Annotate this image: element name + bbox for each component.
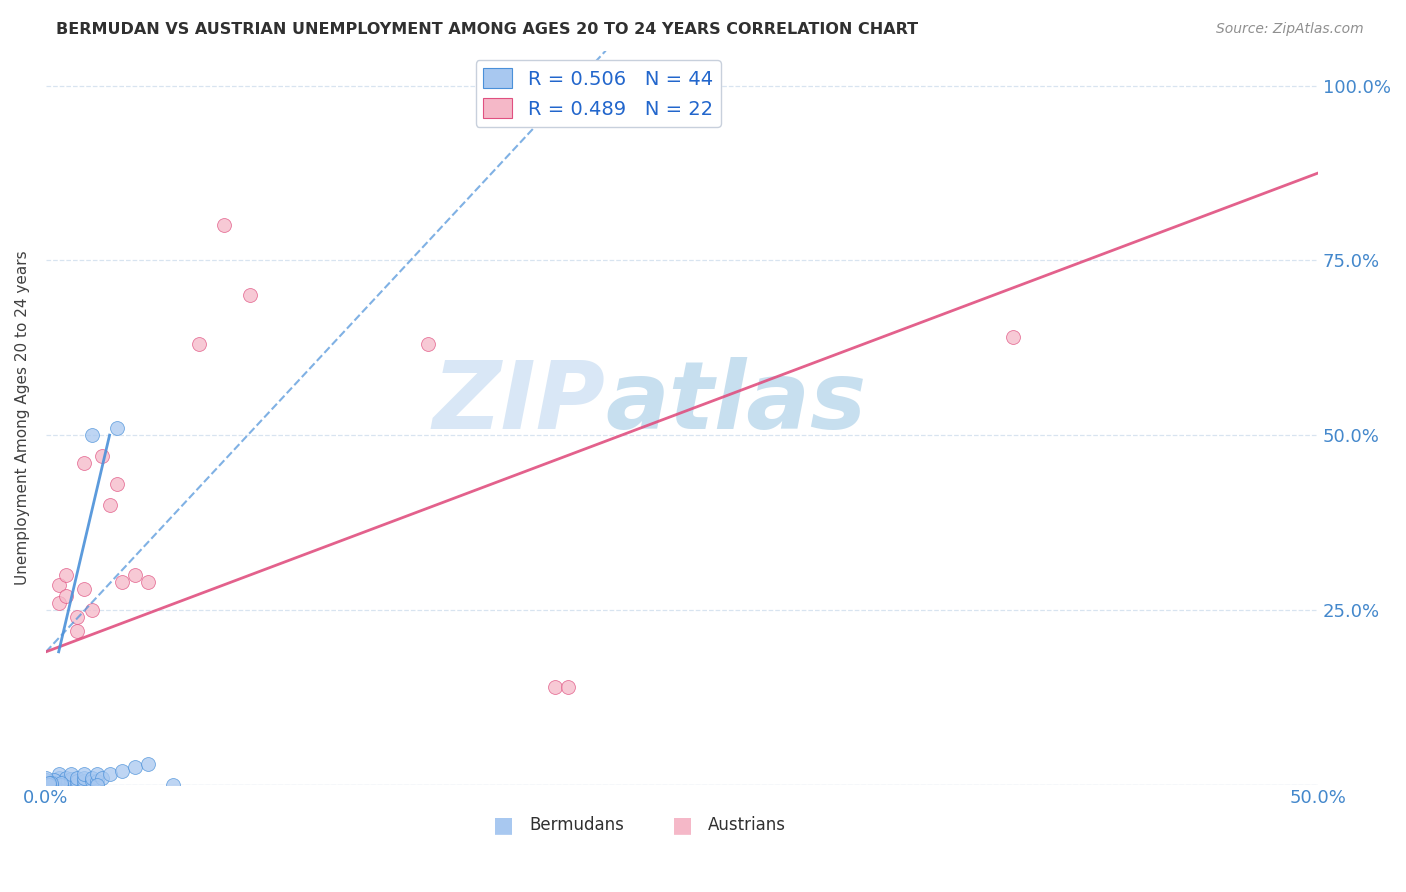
Text: Bermudans: Bermudans [530, 816, 624, 834]
Point [111, 764, 134, 778]
Point [73, 771, 96, 785]
Text: ■: ■ [494, 815, 515, 835]
Point [48, 778, 70, 792]
Point [48, 774, 70, 789]
Point [124, 568, 146, 582]
Point [42, 775, 65, 789]
Point [238, 288, 260, 302]
Point [48, 578, 70, 592]
Point [136, 574, 159, 589]
Point [105, 421, 128, 435]
Point [105, 477, 128, 491]
Point [80, 428, 103, 442]
Text: atlas: atlas [606, 357, 868, 449]
Text: ■: ■ [672, 815, 693, 835]
Point [48, 771, 70, 785]
Point [65, 774, 87, 789]
Point [38, 775, 60, 789]
Point [187, 337, 209, 351]
Point [38, 778, 60, 792]
Point [65, 771, 87, 785]
Point [65, 624, 87, 638]
Text: Source: ZipAtlas.com: Source: ZipAtlas.com [1216, 22, 1364, 37]
Point [111, 574, 134, 589]
Text: BERMUDAN VS AUSTRIAN UNEMPLOYMENT AMONG AGES 20 TO 24 YEARS CORRELATION CHART: BERMUDAN VS AUSTRIAN UNEMPLOYMENT AMONG … [56, 22, 918, 37]
Point [35, 778, 58, 792]
Point [86, 778, 108, 792]
Point [60, 778, 83, 792]
Point [55, 589, 77, 603]
Point [55, 771, 77, 785]
Point [73, 778, 96, 792]
Point [73, 767, 96, 781]
Point [80, 771, 103, 785]
Point [39, 775, 62, 789]
Point [35, 771, 58, 785]
Point [162, 778, 184, 792]
Point [42, 773, 65, 788]
Point [39, 778, 62, 792]
Text: Austrians: Austrians [707, 816, 786, 834]
Point [55, 774, 77, 789]
Legend: R = 0.506   N = 44, R = 0.489   N = 22: R = 0.506 N = 44, R = 0.489 N = 22 [475, 61, 721, 127]
Point [48, 767, 70, 781]
Point [124, 760, 146, 774]
Text: ZIP: ZIP [433, 357, 606, 449]
Point [86, 774, 108, 789]
Point [80, 603, 103, 617]
Point [91, 449, 114, 463]
Point [55, 778, 77, 792]
Point [51, 775, 73, 789]
Point [136, 756, 159, 771]
Point [65, 778, 87, 792]
Point [98, 498, 121, 512]
Point [86, 767, 108, 781]
Point [60, 772, 83, 786]
Y-axis label: Unemployment Among Ages 20 to 24 years: Unemployment Among Ages 20 to 24 years [15, 251, 30, 585]
Point [35, 775, 58, 789]
Point [42, 778, 65, 792]
Point [416, 337, 439, 351]
Point [60, 774, 83, 789]
Point [98, 767, 121, 781]
Point [80, 774, 103, 789]
Point [35, 773, 58, 788]
Point [51, 778, 73, 792]
Point [65, 610, 87, 624]
Point [73, 774, 96, 789]
Point [212, 219, 235, 233]
Point [55, 568, 77, 582]
Point [91, 771, 114, 785]
Point [1001, 330, 1024, 344]
Point [73, 582, 96, 596]
Point [73, 456, 96, 470]
Point [48, 596, 70, 610]
Point [60, 767, 83, 781]
Point [557, 680, 579, 694]
Point [544, 680, 567, 694]
